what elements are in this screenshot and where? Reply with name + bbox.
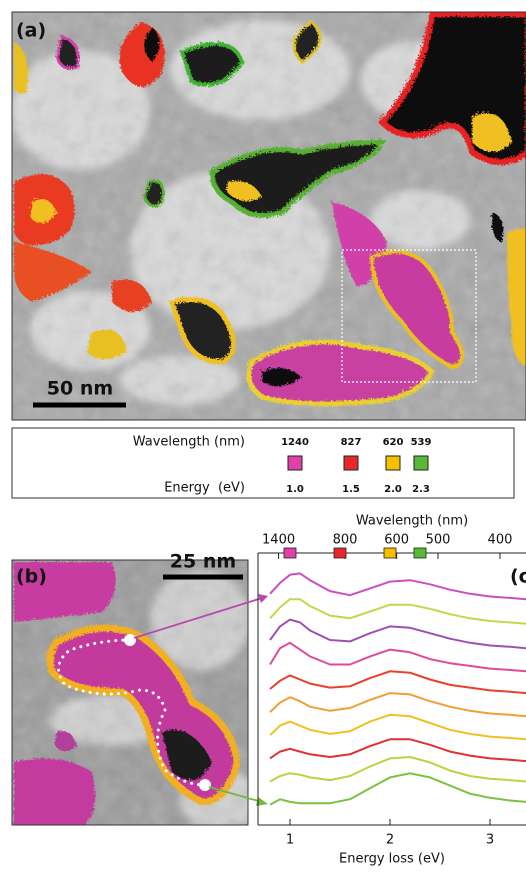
figure: (a) 50 nm Wavelength (nm) Energy (eV) 12… [0, 0, 526, 868]
plot: 1 2 3 1400 800 600 500 400 [262, 533, 526, 848]
arrow-head [258, 594, 268, 603]
legend-swatch [288, 456, 302, 470]
start-point [124, 634, 136, 646]
legend-energy: 2.0 [384, 484, 402, 495]
scale-bar-label: 50 nm [47, 378, 113, 400]
energy-marker [284, 548, 296, 558]
legend-swatch [344, 456, 358, 470]
spectrum-line [270, 620, 526, 649]
legend-energy-label: Energy (eV) [164, 481, 245, 496]
x-tick-label: 3 [486, 833, 494, 848]
legend-energy: 2.3 [412, 484, 430, 495]
x-tick-label: 2 [386, 833, 394, 848]
spectrum-line [270, 671, 526, 693]
scale-bar-label: 25 nm [170, 551, 236, 573]
x-axis-title: Energy loss (eV) [339, 852, 445, 867]
panel-label: (c) [510, 566, 526, 588]
micrograph-b [12, 560, 260, 830]
x2-axis-title: Wavelength (nm) [356, 514, 468, 529]
page: { "figure": { "panel_a": {"label": "(a)"… [0, 0, 526, 868]
x2-tick-label: 1400 [262, 533, 295, 548]
x-tick-label: 1 [286, 833, 294, 848]
end-point [199, 779, 211, 791]
legend-swatch [386, 456, 400, 470]
spectrum-line [270, 599, 526, 624]
spectrum-line [270, 757, 526, 782]
legend-box [12, 428, 514, 498]
spectrum-line [270, 573, 526, 599]
legend-wavelength-label: Wavelength (nm) [133, 435, 245, 450]
spectrum-line [270, 715, 526, 740]
legend-wavelength: 620 [383, 437, 404, 448]
energy-marker [414, 548, 426, 558]
spectrum-line [270, 693, 526, 716]
x2-tick-label: 500 [426, 533, 451, 548]
legend-swatch [414, 456, 428, 470]
panel-label: (b) [16, 566, 47, 588]
legend-wavelength: 539 [411, 437, 432, 448]
energy-marker [384, 548, 396, 558]
spectrum-line [270, 643, 526, 672]
legend-wavelength: 1240 [281, 437, 309, 448]
energy-marker [334, 548, 346, 558]
x2-tick-label: 800 [333, 533, 358, 548]
micrograph-a [10, 12, 526, 420]
panel-label: (a) [16, 20, 46, 42]
legend-energy: 1.0 [286, 484, 304, 495]
legend-energy: 1.5 [342, 484, 360, 495]
legend-wavelength: 827 [341, 437, 362, 448]
x2-tick-label: 400 [488, 533, 513, 548]
x2-tick-label: 600 [384, 533, 409, 548]
